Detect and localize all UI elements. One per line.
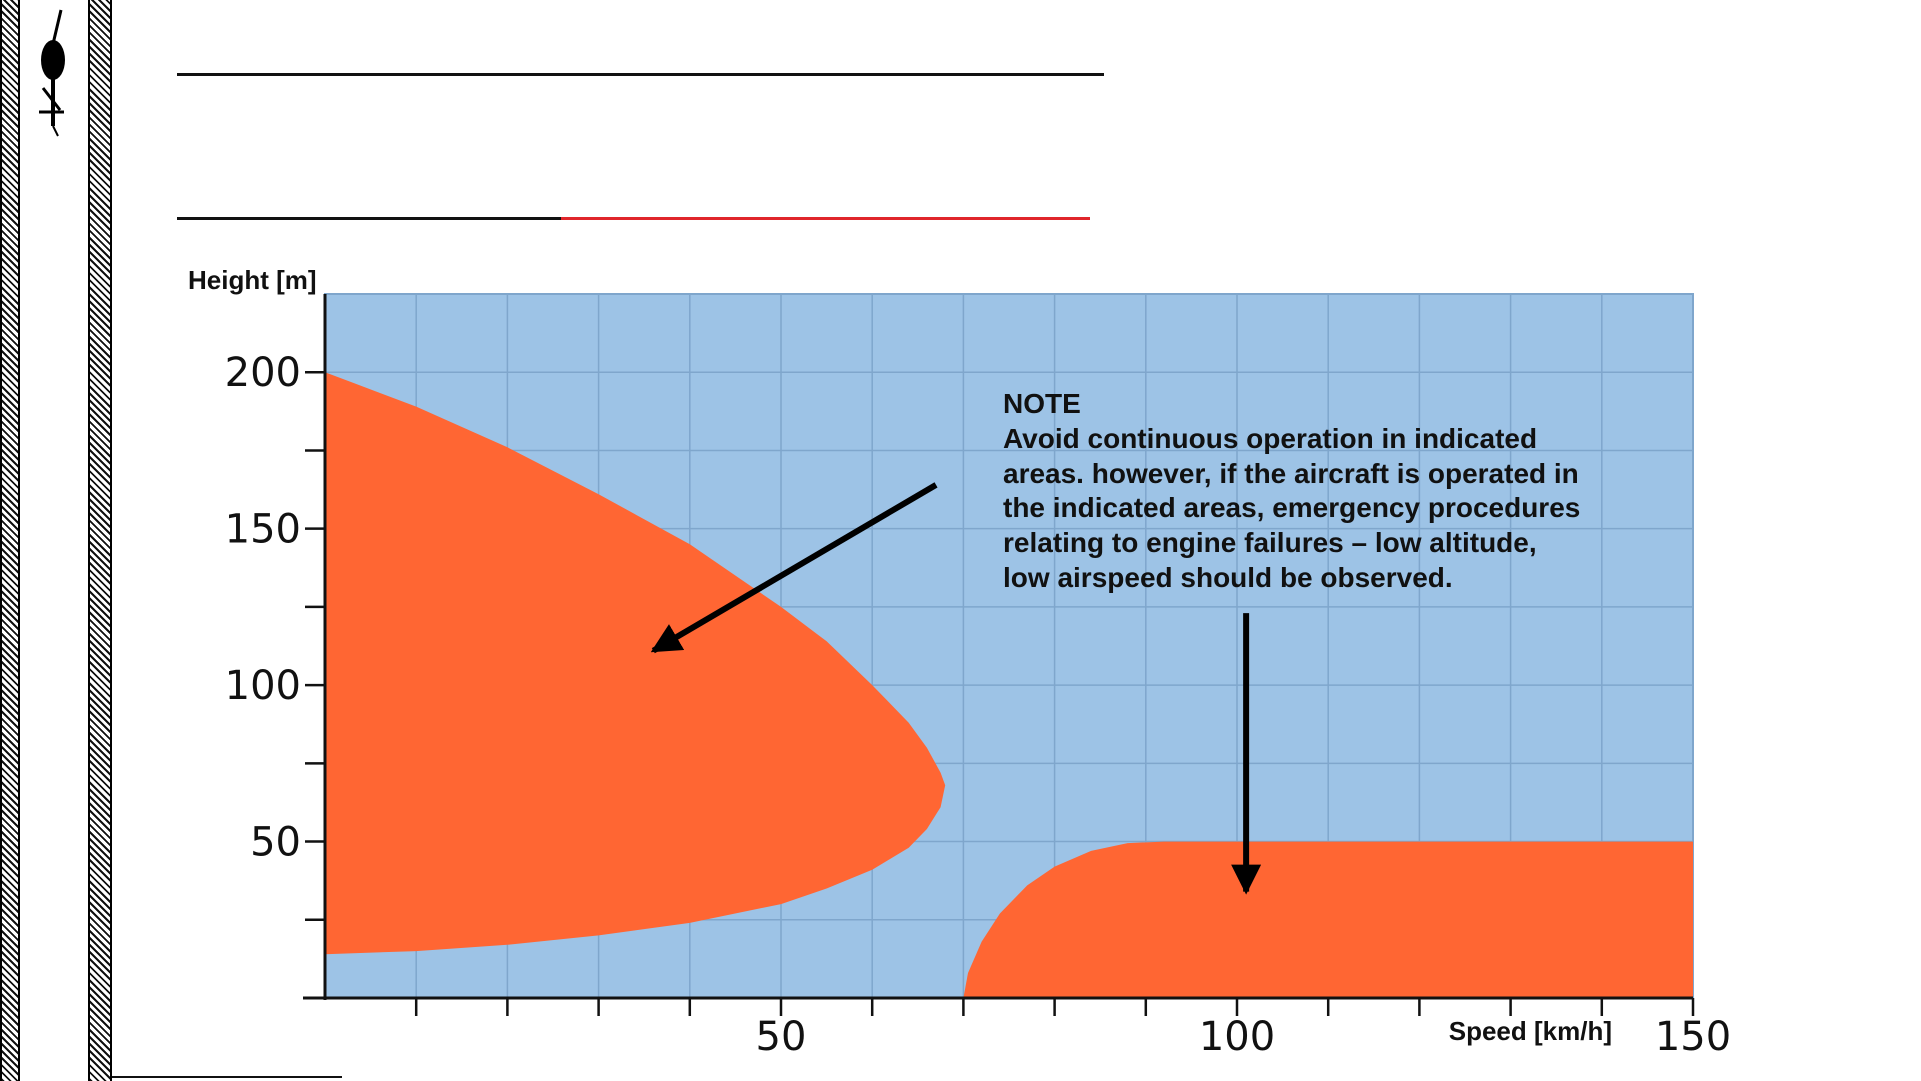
y-tick-label: 200 <box>225 350 301 396</box>
axes <box>303 294 1693 1000</box>
note-line-2: areas. however, if the aircraft is opera… <box>1003 458 1579 489</box>
avoid-area-low-altitude <box>963 841 1693 998</box>
avoid-area-low-speed <box>325 372 946 955</box>
helicopter-icon <box>39 9 65 137</box>
note-annotation: NOTE Avoid continuous operation in indic… <box>1003 388 1580 593</box>
left-border-stripe <box>0 0 20 1081</box>
right-border-stripe <box>88 0 112 1081</box>
note-line-3: the indicated areas, emergency procedure… <box>1003 492 1580 523</box>
y-axis-title: Height [m] <box>188 265 317 295</box>
note-arrow-1 <box>650 482 938 654</box>
y-tick-label: 50 <box>250 820 301 866</box>
title-underline <box>177 73 1104 76</box>
note-line-1: Avoid continuous operation in indicated <box>1003 423 1537 454</box>
y-tick-label: 100 <box>225 663 301 709</box>
x-tick-label: 50 <box>756 1014 807 1060</box>
footer-line <box>112 1076 342 1078</box>
note-line-4: relating to engine failures – low altitu… <box>1003 527 1537 558</box>
y-tick-label: 150 <box>225 507 301 553</box>
subtitle-underline-accent <box>561 217 1090 220</box>
x-axis-title: Speed [km/h] <box>1449 1016 1612 1046</box>
note-line-5: low airspeed should be observed. <box>1003 562 1453 593</box>
tick-labels: 50 100 150 200 50 100 150 <box>225 350 1732 1060</box>
x-tick-label: 100 <box>1199 1014 1275 1060</box>
avoid-areas <box>325 372 1693 998</box>
tick-marks <box>305 370 1695 1016</box>
subtitle-underline-dark <box>177 217 561 220</box>
arrows <box>650 482 1262 895</box>
note-heading: NOTE <box>1003 388 1081 419</box>
x-tick-label: 150 <box>1655 1014 1731 1060</box>
